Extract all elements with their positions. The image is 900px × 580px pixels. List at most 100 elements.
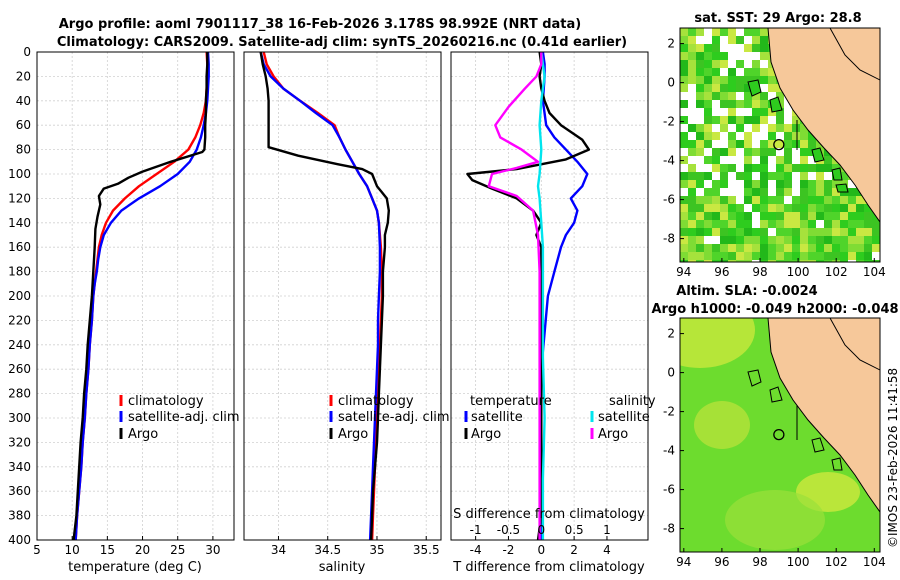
sst-cell [696, 108, 704, 116]
series-line-argo [72, 52, 209, 540]
sst-cell [824, 172, 832, 180]
legend-temperature-title: temperature [470, 394, 552, 409]
sla-map-lat-ticks: 2 0 -2 -4 -6 -8 [663, 327, 684, 536]
figure-title-line1: Argo profile: aoml 7901117_38 16-Feb-202… [59, 17, 581, 32]
sst-cell [856, 204, 864, 212]
x-tick-label: -2 [502, 543, 514, 557]
lat-tick-label: -4 [663, 444, 675, 458]
sst-cell [688, 28, 696, 36]
sst-cell [696, 36, 704, 44]
sst-cell [752, 92, 760, 100]
sst-cell [760, 236, 768, 244]
sst-cell [752, 156, 760, 164]
sst-cell [856, 220, 864, 228]
sst-cell [864, 204, 872, 212]
sst-cell [720, 132, 728, 140]
sst-cell [728, 52, 736, 60]
series-line-s-satellite [536, 52, 546, 540]
sst-cell [784, 196, 792, 204]
sst-cell [688, 132, 696, 140]
sla-map-title: Altim. SLA: -0.0024 [676, 284, 817, 299]
sst-cell [688, 148, 696, 156]
sst-cell [768, 156, 776, 164]
sst-cell [776, 156, 784, 164]
sst-cell [768, 196, 776, 204]
t-difference-x-tick-labels: -4 -2 0 2 4 [470, 543, 611, 557]
imos-timestamp: ©IMOS 23-Feb-2026 11:41:58 [886, 368, 900, 548]
sst-cell [784, 108, 792, 116]
sst-map-lon-ticks: 94 96 98 100 102 104 [676, 258, 886, 279]
sst-cell [832, 164, 840, 172]
sst-cell [848, 244, 856, 252]
salinity-legend: climatology satellite-adj. clim Argo [329, 394, 450, 442]
sst-cell [704, 188, 712, 196]
sst-cell [744, 236, 752, 244]
sst-cell [776, 244, 784, 252]
sst-cell [792, 140, 800, 148]
series-line-s-argo [487, 52, 543, 540]
sst-cell [752, 140, 760, 148]
sst-cell [680, 44, 688, 52]
s-difference-tick-label: 0 [537, 523, 545, 537]
sst-cell [760, 156, 768, 164]
depth-tick-labels: 0 20 40 60 80 100 120 140 160 180 200 220 240 260 280 3… [8, 45, 31, 547]
sst-cell [864, 228, 872, 236]
sst-cell [720, 140, 728, 148]
sst-cell [808, 212, 816, 220]
sst-cell [760, 84, 768, 92]
sst-cell [752, 220, 760, 228]
sst-cell [744, 52, 752, 60]
sst-cell [720, 236, 728, 244]
sst-cell [744, 36, 752, 44]
sst-cell [840, 212, 848, 220]
sst-cell [776, 188, 784, 196]
difference-lines [466, 52, 591, 540]
sst-cell [728, 100, 736, 108]
sst-cell [800, 244, 808, 252]
sst-cell [704, 180, 712, 188]
sst-cell [816, 244, 824, 252]
sst-cell [760, 68, 768, 76]
sst-cell [784, 156, 792, 164]
sst-cell [832, 196, 840, 204]
sst-cell [744, 180, 752, 188]
sst-cell [864, 236, 872, 244]
sst-cell [760, 100, 768, 108]
sst-cell [704, 60, 712, 68]
lon-tick-label: 98 [752, 555, 767, 569]
x-tick-label: 15 [100, 543, 115, 557]
sst-cell [856, 252, 864, 260]
x-tick-label: 20 [135, 543, 150, 557]
sst-cell [752, 236, 760, 244]
sst-cell [872, 252, 880, 260]
sst-cell [752, 132, 760, 140]
sst-cell [800, 204, 808, 212]
sst-cell [824, 212, 832, 220]
sst-cell [728, 260, 736, 262]
sst-cell [720, 172, 728, 180]
sst-cell [744, 116, 752, 124]
sst-cell [688, 236, 696, 244]
sst-cell [816, 188, 824, 196]
sst-cell [696, 172, 704, 180]
sst-cell [720, 220, 728, 228]
depth-tick-label: 200 [8, 289, 31, 303]
sst-cell [696, 156, 704, 164]
sst-cell [704, 204, 712, 212]
sst-cell [696, 236, 704, 244]
sst-cell [744, 148, 752, 156]
sst-cell [712, 92, 720, 100]
sst-cell [680, 220, 688, 228]
sst-cell [768, 124, 776, 132]
s-difference-tick-label: 0.5 [565, 523, 584, 537]
sst-cell [792, 188, 800, 196]
sst-cell [824, 180, 832, 188]
sst-cell [736, 228, 744, 236]
sst-cell [872, 228, 880, 236]
sla-map-frame [679, 317, 881, 553]
sst-cell [776, 164, 784, 172]
sst-cell [736, 44, 744, 52]
sst-cell [688, 244, 696, 252]
sst-cell [760, 196, 768, 204]
